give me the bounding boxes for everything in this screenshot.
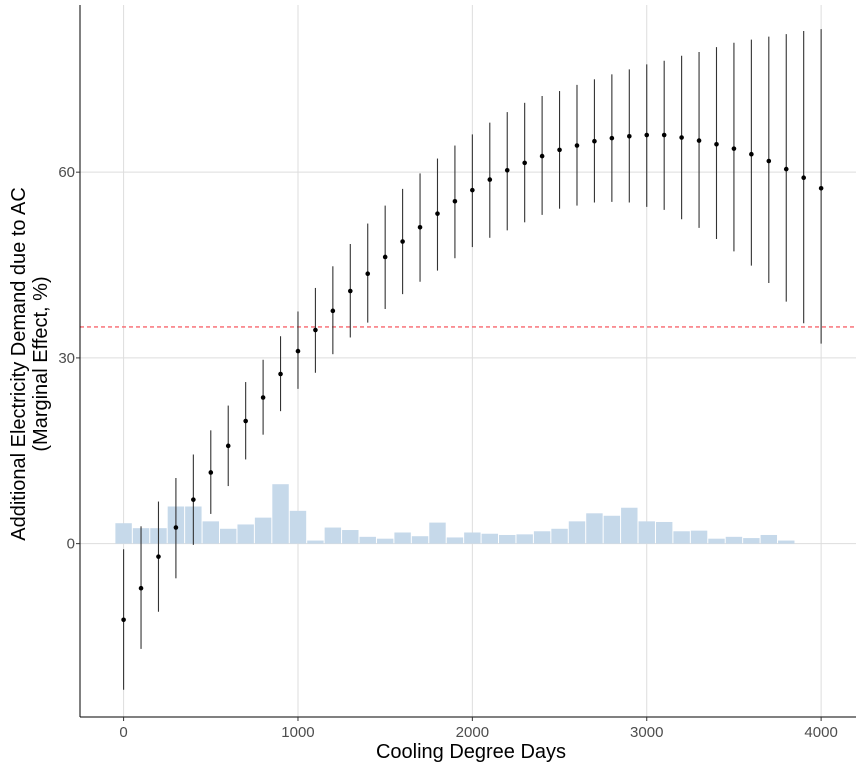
histogram-bar: [254, 517, 272, 544]
histogram-bar: [324, 527, 342, 544]
histogram-bar: [359, 536, 376, 544]
data-point: [417, 224, 423, 230]
data-point: [783, 166, 789, 172]
data-point: [801, 175, 806, 181]
data-point: [400, 239, 405, 244]
data-point: [435, 211, 440, 216]
histogram-bar: [673, 531, 690, 544]
histogram-bar: [568, 521, 586, 544]
data-point: [365, 271, 371, 277]
data-point: [225, 443, 231, 449]
data-point: [208, 470, 214, 475]
data-point: [749, 151, 754, 157]
data-point: [452, 198, 458, 204]
data-point: [592, 138, 597, 144]
histogram: [115, 484, 795, 544]
histogram-bar: [638, 521, 655, 544]
x-tick-label: 1000: [281, 724, 314, 741]
tick-labels: 0 1000 2000 3000 4000 0 30 60: [58, 164, 837, 741]
data-point: [243, 418, 248, 424]
data-point: [627, 133, 632, 139]
histogram-bar: [289, 510, 307, 544]
histogram-bar: [237, 524, 254, 544]
histogram-bar: [342, 530, 359, 544]
histogram-bar: [603, 515, 621, 544]
y-axis-title-line2: (Marginal Effect, %): [30, 276, 52, 451]
data-point: [173, 525, 179, 530]
y-tick-label: 0: [67, 536, 75, 553]
histogram-bar: [586, 513, 603, 544]
data-point: [766, 158, 772, 164]
data-point: [731, 146, 737, 151]
data-point: [470, 187, 475, 193]
data-point: [522, 160, 527, 166]
data-point: [539, 153, 545, 159]
data-point: [278, 371, 283, 377]
histogram-bar: [778, 540, 795, 544]
histogram-bar: [499, 534, 516, 544]
data-point: [191, 497, 196, 502]
data-point: [644, 132, 650, 138]
data-point: [121, 617, 126, 623]
data-point: [504, 168, 510, 173]
histogram-bar: [743, 538, 760, 544]
histogram-bar: [272, 484, 289, 544]
data-point: [330, 308, 336, 314]
data-point: [661, 132, 667, 138]
histogram-bar: [516, 534, 533, 544]
data-point: [156, 554, 161, 559]
axes: [76, 5, 856, 721]
data-point: [260, 395, 266, 400]
data-point: [382, 254, 388, 260]
histogram-bar: [760, 534, 778, 544]
histogram-bar: [655, 521, 673, 544]
histogram-bar: [708, 538, 725, 544]
histogram-bar: [394, 532, 411, 544]
data-point: [679, 135, 684, 140]
histogram-bar: [307, 540, 324, 544]
data-point: [313, 327, 318, 333]
y-tick-label: 30: [58, 350, 75, 367]
histogram-bar: [481, 533, 499, 544]
data-point: [574, 143, 580, 148]
histogram-bar: [411, 536, 429, 544]
data-point: [557, 147, 562, 153]
histogram-bar: [621, 507, 638, 544]
histogram-bar: [551, 528, 568, 544]
data-point: [295, 348, 301, 354]
histogram-bar: [220, 528, 237, 544]
histogram-bar: [429, 522, 446, 544]
histogram-bar: [202, 521, 220, 544]
histogram-bar: [464, 532, 481, 544]
histogram-bar: [533, 531, 551, 544]
data-point: [714, 142, 719, 147]
x-axis-title: Cooling Degree Days: [376, 741, 566, 763]
x-tick-label: 2000: [456, 724, 489, 741]
data-point: [696, 138, 702, 143]
data-point: [609, 135, 615, 141]
histogram-bar: [115, 523, 132, 544]
y-axis-title-line1: Additional Electricity Demand due to AC: [8, 187, 30, 541]
data-point: [818, 185, 824, 191]
histogram-bar: [446, 537, 464, 544]
x-tick-label: 0: [119, 724, 127, 741]
histogram-bar: [725, 536, 743, 544]
histogram-bar: [376, 538, 394, 544]
data-point: [347, 288, 353, 294]
x-tick-label: 4000: [804, 724, 837, 741]
histogram-bar: [690, 530, 708, 544]
x-tick-label: 3000: [630, 724, 663, 741]
points: [121, 132, 824, 623]
data-point: [138, 585, 144, 591]
data-point: [487, 177, 493, 182]
y-tick-label: 60: [58, 164, 75, 181]
